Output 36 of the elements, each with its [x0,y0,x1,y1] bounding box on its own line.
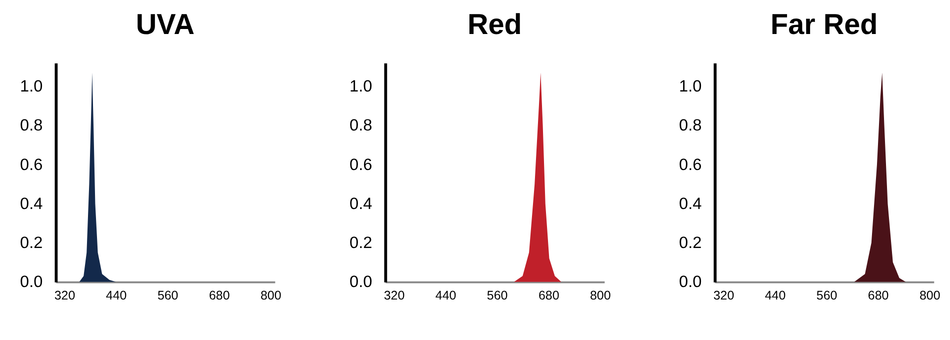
y-tick-label: 0.8 [20,116,43,135]
x-tick-label: 680 [868,288,889,303]
y-tick-label: 1.0 [350,78,372,96]
x-tick-label: 800 [590,288,611,303]
y-tick-label: 0.0 [679,273,702,292]
x-tick-label: 800 [919,288,940,303]
x-tick-label: 440 [435,288,456,303]
chart-title: UVA [136,9,195,42]
x-tick-label: 320 [54,288,76,303]
y-tick-label: 0.6 [20,156,43,174]
y-tick-label: 0.2 [350,234,372,252]
x-tick-label: 320 [384,288,405,303]
x-tick-label: 680 [538,288,560,303]
y-tick-label: 0.4 [350,194,372,213]
y-tick-label: 0.0 [350,273,372,292]
x-tick-label: 440 [106,288,127,303]
y-tick-label: 0.8 [679,116,702,135]
y-tick-label: 1.0 [20,78,43,96]
y-tick-label: 1.0 [679,78,702,96]
x-tick-label: 560 [816,288,838,303]
chart-title: Red [467,9,522,42]
y-tick-label: 0.6 [679,156,702,174]
y-tick-label: 0.4 [20,194,43,213]
x-tick-label: 800 [260,288,282,303]
x-tick-label: 440 [764,288,786,303]
chart-title: Far Red [770,9,878,42]
y-tick-label: 0.0 [20,273,43,292]
y-tick-label: 0.8 [350,116,372,135]
y-tick-label: 0.2 [20,234,43,252]
x-tick-label: 560 [157,288,178,303]
y-tick-label: 0.4 [679,194,702,213]
x-tick-label: 320 [713,288,734,303]
x-tick-label: 680 [208,288,230,303]
y-tick-label: 0.6 [350,156,372,174]
y-tick-label: 0.2 [679,234,702,252]
x-tick-label: 560 [486,288,508,303]
